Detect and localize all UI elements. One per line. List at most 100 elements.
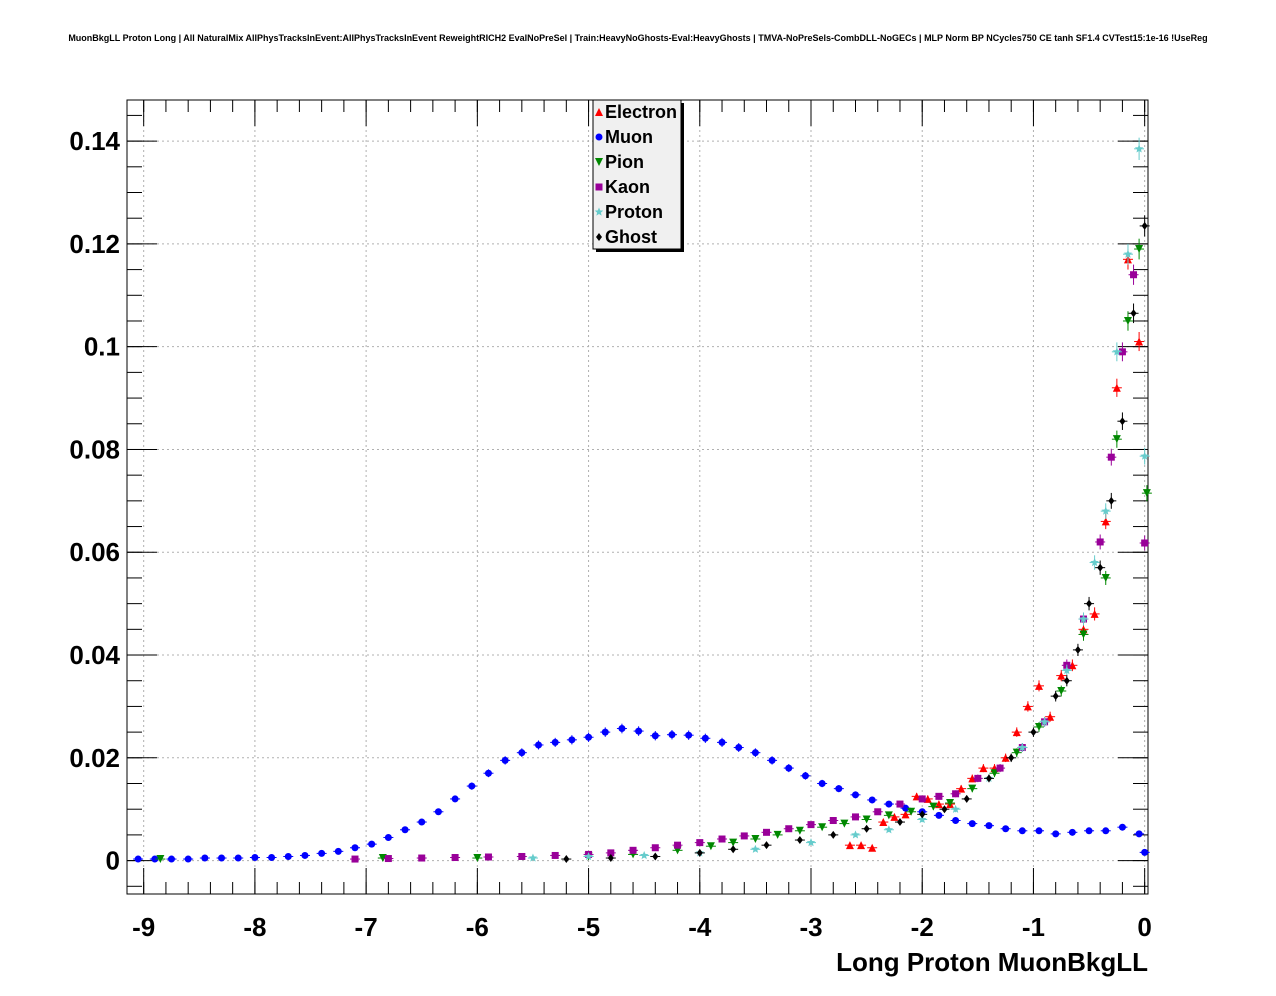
pion-point (1112, 435, 1121, 444)
kaon-point (952, 790, 960, 798)
muon-point (184, 855, 192, 863)
muon-point (1002, 825, 1010, 833)
electron-point (1046, 712, 1055, 721)
muon-point (851, 791, 859, 799)
pion-point (1101, 573, 1110, 582)
kaon-point (1130, 271, 1138, 279)
ghost-point (1119, 417, 1126, 426)
kaon-point (518, 852, 526, 860)
ghost-point (607, 854, 614, 863)
pion-point (907, 807, 916, 816)
proton-point (884, 825, 894, 834)
proton-point (1134, 144, 1144, 153)
muon-point (1068, 828, 1076, 836)
muon-point (234, 854, 242, 862)
pion-point (706, 842, 715, 851)
legend-box (592, 99, 682, 250)
proton-point (1062, 665, 1072, 675)
ghost-point (1074, 645, 1081, 654)
muon-point (985, 822, 993, 830)
muon-point (868, 796, 876, 804)
kaon-point (607, 849, 615, 857)
pion-point (1079, 630, 1088, 639)
x-tick-label: -7 (355, 912, 378, 942)
ghost-point (896, 818, 903, 827)
muon-point (768, 756, 776, 764)
muon-point (701, 734, 709, 742)
muon-point (835, 785, 843, 793)
kaon-point (551, 851, 559, 859)
muon-point (418, 818, 426, 826)
chart-title: MuonBkgLL Proton Long | All NaturalMix A… (68, 33, 1208, 43)
electron-point (1001, 753, 1010, 762)
ghost-point (796, 836, 803, 845)
kaon-point (918, 795, 926, 803)
kaon-point (418, 854, 426, 862)
kaon-point (851, 813, 859, 821)
ghost-point (1008, 753, 1015, 762)
muon-point (318, 849, 326, 857)
electron-point (934, 800, 943, 809)
proton-point (806, 838, 816, 847)
muon-point (1085, 827, 1093, 835)
kaon-point (351, 855, 359, 863)
kaon-point (674, 841, 682, 849)
pion-point (773, 830, 782, 839)
kaon-point (451, 854, 459, 862)
muon-point (218, 854, 226, 862)
proton-point (751, 844, 760, 853)
ghost-point (696, 848, 703, 857)
legend-marker-pion (595, 158, 603, 166)
ghost-point (1030, 728, 1037, 737)
legend-marker-kaon (595, 183, 603, 191)
y-tick-label: 0.14 (69, 126, 120, 156)
pion-point (929, 802, 938, 811)
pion-point (473, 854, 482, 863)
muon-point (151, 855, 159, 863)
kaon-point (1107, 453, 1115, 461)
ghost-point (730, 845, 737, 854)
electron-point (1068, 661, 1077, 670)
electron-point (1135, 337, 1144, 346)
electron-point (868, 843, 877, 852)
proton-point (1101, 506, 1111, 515)
muon-point (351, 844, 359, 852)
pion-point (990, 769, 999, 778)
kaon-point (1096, 538, 1104, 546)
pion-point (818, 823, 827, 832)
pion-point (378, 854, 387, 863)
kaon-point (974, 774, 982, 782)
muon-point (1018, 827, 1026, 835)
muon-point (585, 733, 593, 741)
muon-point (1102, 827, 1110, 835)
kaon-point (629, 846, 637, 854)
y-tick-label: 0 (106, 846, 120, 876)
ghost-point (1086, 599, 1093, 608)
muon-point (468, 782, 476, 790)
muon-point (484, 769, 492, 777)
proton-point (1018, 743, 1027, 752)
legend-marker-proton (594, 207, 604, 216)
pion-point (156, 855, 165, 864)
muon-point (1052, 830, 1060, 838)
muon-point (1118, 823, 1126, 831)
electron-point (1035, 681, 1044, 690)
legend-marker-electron (595, 108, 603, 116)
pion-point (884, 811, 893, 820)
y-tick-label: 0.12 (69, 229, 120, 259)
kaon-point (785, 825, 793, 833)
muon-point (568, 736, 576, 744)
ghost-point (963, 794, 970, 803)
muon-point (434, 808, 442, 816)
kaon-point (651, 844, 659, 852)
legend-label-ghost: Ghost (605, 227, 657, 247)
electron-point (890, 812, 899, 821)
muon-point (334, 847, 342, 855)
muon-point (268, 854, 276, 862)
kaon-point (763, 828, 771, 836)
kaon-point (829, 817, 837, 825)
muon-point (968, 820, 976, 828)
muon-point (551, 738, 559, 746)
legend-label-kaon: Kaon (605, 177, 650, 197)
muon-point (718, 738, 726, 746)
